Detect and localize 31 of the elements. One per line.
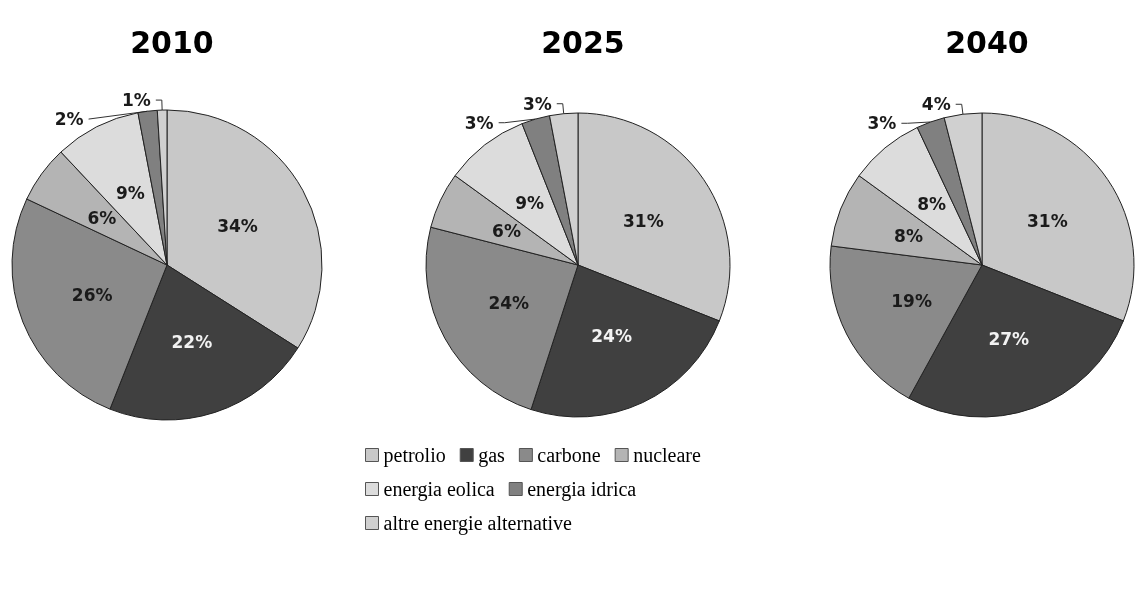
legend-label: altre energie alternative xyxy=(383,512,573,535)
data-label: 19% xyxy=(891,290,932,311)
data-label: 1% xyxy=(121,90,151,111)
data-label: 24% xyxy=(591,326,632,347)
data-label: 2% xyxy=(54,109,84,130)
data-label: 31% xyxy=(1026,210,1068,231)
data-label: 3% xyxy=(867,113,897,134)
legend-label: energia eolica xyxy=(383,478,495,501)
chart-title: 2040 xyxy=(945,24,1029,60)
legend-label: nucleare xyxy=(633,444,702,466)
data-label: 24% xyxy=(488,293,530,314)
data-label: 22% xyxy=(171,331,213,352)
data-label: 8% xyxy=(917,194,947,215)
chart-title: 2010 xyxy=(130,24,214,60)
chart-title: 2025 xyxy=(541,24,625,60)
legend-label: carbone xyxy=(537,444,601,466)
data-label: 4% xyxy=(921,94,951,115)
legend-label: gas xyxy=(478,444,506,467)
data-label: 9% xyxy=(515,192,545,213)
data-label: 6% xyxy=(87,207,117,228)
data-label: 26% xyxy=(71,284,113,305)
data-label: 31% xyxy=(622,210,664,231)
data-label: 3% xyxy=(522,93,552,114)
data-label: 9% xyxy=(116,183,145,204)
data-label: 27% xyxy=(988,329,1030,350)
legend-label: energia idrica xyxy=(527,478,637,501)
data-label: 6% xyxy=(492,221,521,242)
data-label: 3% xyxy=(464,112,494,133)
legend-label: petrolio xyxy=(383,444,446,467)
data-label: 34% xyxy=(217,216,258,237)
data-label: 8% xyxy=(894,225,923,246)
